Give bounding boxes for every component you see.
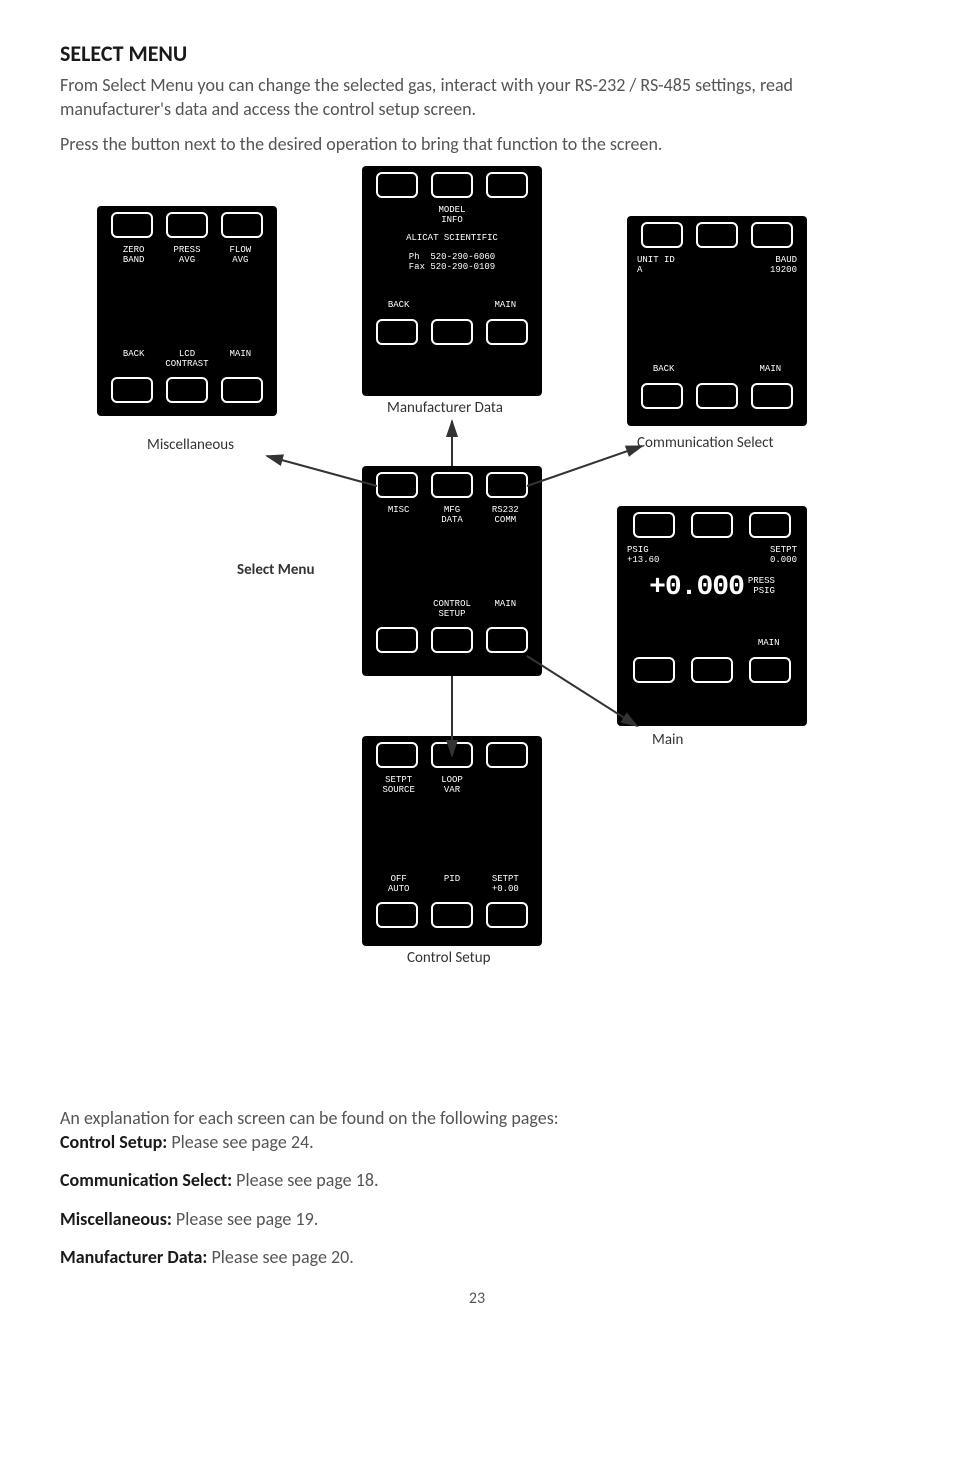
caption-misc: Miscellaneous	[147, 436, 234, 454]
diagram-container: ZERO BAND PRESS AVG FLOW AVG BACK LCD CO…	[97, 166, 857, 1086]
intro-paragraph-1: From Select Menu you can change the sele…	[60, 73, 894, 122]
footer-text: Please see page 24.	[167, 1131, 313, 1153]
footer-text: Please see page 20.	[207, 1246, 353, 1268]
footer-intro: An explanation for each screen can be fo…	[60, 1106, 894, 1155]
footer-label: Miscellaneous:	[60, 1208, 172, 1230]
page-title: SELECT MENU	[60, 40, 894, 67]
arrows-svg	[97, 166, 857, 1086]
footer-label: Manufacturer Data:	[60, 1246, 207, 1268]
caption-select: Select Menu	[237, 561, 315, 579]
caption-mfg: Manufacturer Data	[387, 399, 503, 417]
footer-list: An explanation for each screen can be fo…	[60, 1106, 894, 1269]
footer-text: Please see page 18.	[232, 1169, 378, 1191]
caption-main: Main	[652, 731, 683, 749]
footer-label: Control Setup:	[60, 1131, 167, 1153]
footer-text: Please see page 19.	[172, 1208, 318, 1230]
page-number: 23	[60, 1289, 894, 1308]
caption-comm: Communication Select	[637, 434, 774, 452]
footer-label: Communication Select:	[60, 1169, 232, 1191]
intro-paragraph-2: Press the button next to the desired ope…	[60, 132, 894, 156]
caption-control: Control Setup	[407, 949, 490, 967]
